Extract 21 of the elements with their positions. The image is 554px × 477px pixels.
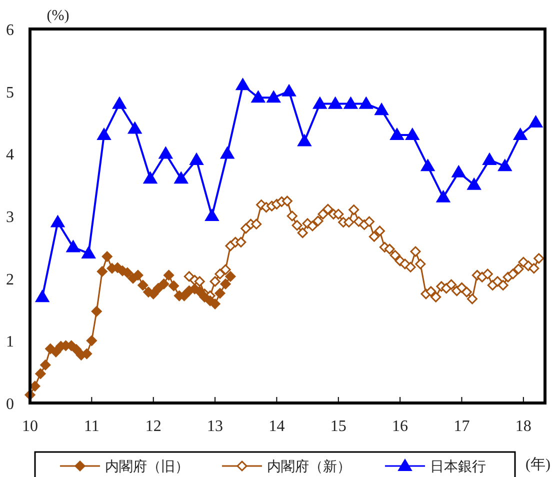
y-tick-label: 5 xyxy=(6,84,14,102)
x-tick-label: 13 xyxy=(207,418,224,435)
x-tick-label: 15 xyxy=(330,418,346,435)
legend-label: 内閣府（旧） xyxy=(105,459,189,475)
x-tick-label: 16 xyxy=(392,418,408,435)
y-tick-label: 6 xyxy=(6,22,14,39)
x-tick-label: 18 xyxy=(515,418,532,435)
x-tick-label: 12 xyxy=(145,418,162,435)
x-tick-label: 11 xyxy=(84,418,100,435)
x-axis-title: (年) xyxy=(526,456,550,473)
y-tick-label: 4 xyxy=(6,146,14,164)
x-tick-label: 17 xyxy=(454,418,470,435)
y-tick-label: 2 xyxy=(6,271,14,288)
y-axis-title: (%) xyxy=(46,8,70,24)
x-tick-label: 14 xyxy=(268,418,285,435)
y-tick-label: 0 xyxy=(6,396,14,413)
legend-label: 内閣府（新） xyxy=(267,459,351,475)
legend-label: 日本銀行 xyxy=(430,459,486,475)
y-tick-label: 3 xyxy=(6,209,14,226)
y-tick-label: 1 xyxy=(6,334,14,351)
x-tick-label: 10 xyxy=(22,418,38,435)
